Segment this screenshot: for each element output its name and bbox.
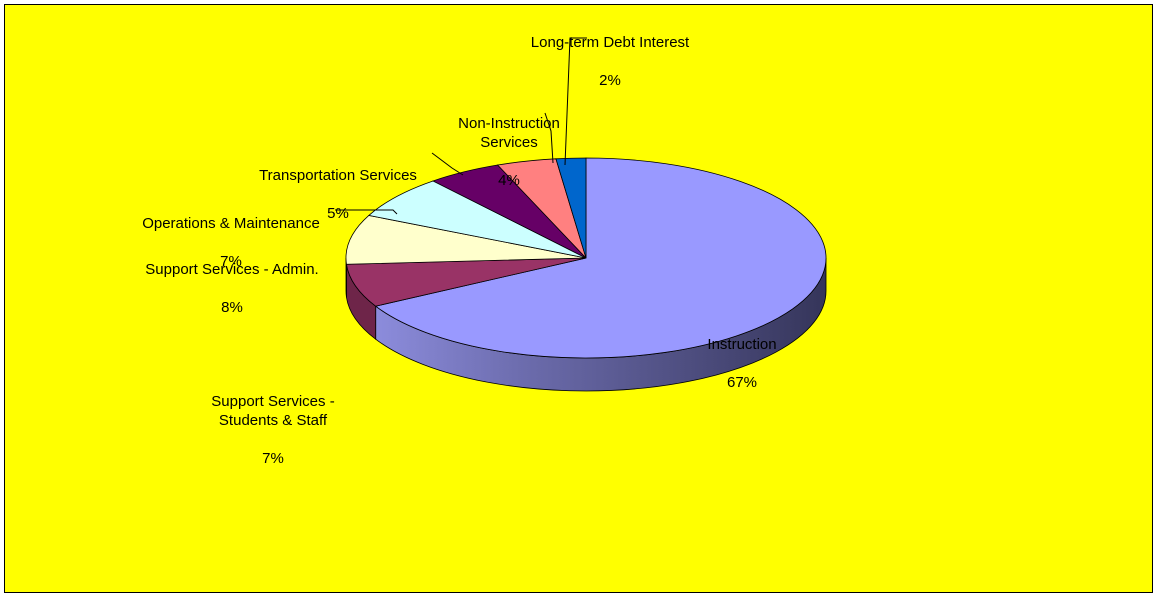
slice-value-operations: 7% — [220, 253, 242, 270]
slice-label-instruction: Instruction 67% — [707, 316, 776, 411]
slice-category-non-instruction: Non-Instruction Services — [458, 115, 560, 151]
slice-label-support-students: Support Services - Students & Staff 7% — [211, 373, 334, 487]
slice-label-operations: Operations & Maintenance 7% — [142, 195, 320, 290]
slice-value-debt-interest: 2% — [599, 72, 621, 89]
chart-area: Instruction 67% Support Services - Stude… — [4, 4, 1153, 593]
slice-label-support-admin: Support Services - Admin. 8% — [145, 241, 318, 336]
slice-category-support-admin: Support Services - Admin. — [145, 261, 319, 278]
slice-category-instruction: Instruction — [707, 336, 777, 353]
leader-line-transportation — [431, 152, 464, 176]
slice-category-debt-interest: Long-term Debt Interest — [530, 34, 690, 51]
slice-value-non-instruction: 4% — [498, 172, 520, 189]
pie-slice-support-admin — [345, 214, 587, 265]
slice-value-instruction: 67% — [726, 374, 758, 391]
slice-label-transportation: Transportation Services 5% — [259, 147, 417, 242]
slice-category-support-students: Support Services - Students & Staff — [211, 393, 335, 429]
slice-label-debt-interest: Long-term Debt Interest 2% — [531, 14, 689, 109]
pie-slice-support-students — [346, 257, 587, 307]
pie-slice-operations — [367, 180, 587, 259]
slice-category-transportation: Transportation Services — [259, 167, 417, 184]
leader-line-non-instruction — [544, 112, 554, 164]
slice-value-support-students: 7% — [262, 450, 284, 467]
pie-slice-debt-interest — [555, 157, 587, 259]
leader-line-operations — [335, 209, 398, 215]
slice-value-transportation: 5% — [327, 205, 349, 222]
pie-slice-instruction — [374, 157, 827, 359]
slice-category-operations: Operations & Maintenance — [142, 215, 320, 232]
slice-value-support-admin: 8% — [221, 299, 243, 316]
leader-line-debt-interest — [564, 37, 587, 166]
pie-chart — [335, 37, 827, 392]
slice-label-non-instruction: Non-Instruction Services 4% — [458, 95, 560, 209]
